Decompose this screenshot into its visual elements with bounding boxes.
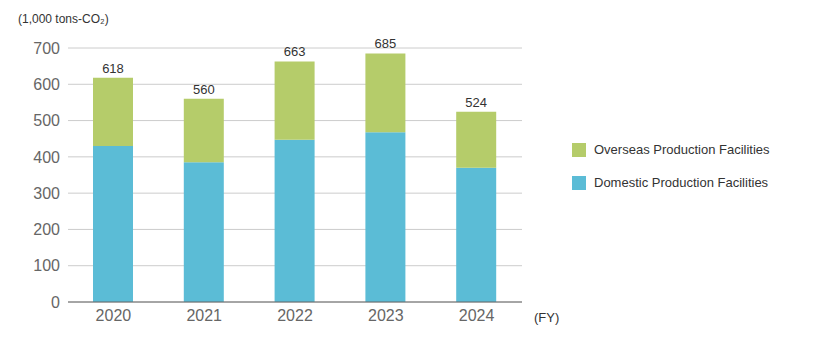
svg-text:2024: 2024 — [459, 307, 495, 324]
svg-text:400: 400 — [33, 149, 60, 166]
svg-text:663: 663 — [284, 44, 306, 59]
svg-text:2020: 2020 — [96, 307, 132, 324]
svg-text:2023: 2023 — [368, 307, 404, 324]
svg-text:618: 618 — [102, 61, 124, 76]
svg-text:100: 100 — [33, 257, 60, 274]
svg-text:0: 0 — [51, 294, 60, 311]
html-text:Overseas Production Facilities: Overseas Production Facilities — [594, 142, 770, 157]
svg-text:685: 685 — [375, 36, 397, 51]
html-text:Domestic Production Facilities: Domestic Production Facilities — [594, 175, 769, 190]
html-text:(1,000 tons-CO₂): (1,000 tons-CO₂) — [18, 12, 109, 26]
svg-text:300: 300 — [33, 185, 60, 202]
svg-text:(FY): (FY) — [534, 310, 559, 325]
svg-text:700: 700 — [33, 40, 60, 57]
svg-text:600: 600 — [33, 76, 60, 93]
svg-text:560: 560 — [193, 82, 215, 97]
svg-text:2022: 2022 — [277, 307, 313, 324]
svg-text:524: 524 — [465, 95, 487, 110]
svg-text:2021: 2021 — [186, 307, 222, 324]
svg-text:500: 500 — [33, 112, 60, 129]
svg-text:200: 200 — [33, 221, 60, 238]
